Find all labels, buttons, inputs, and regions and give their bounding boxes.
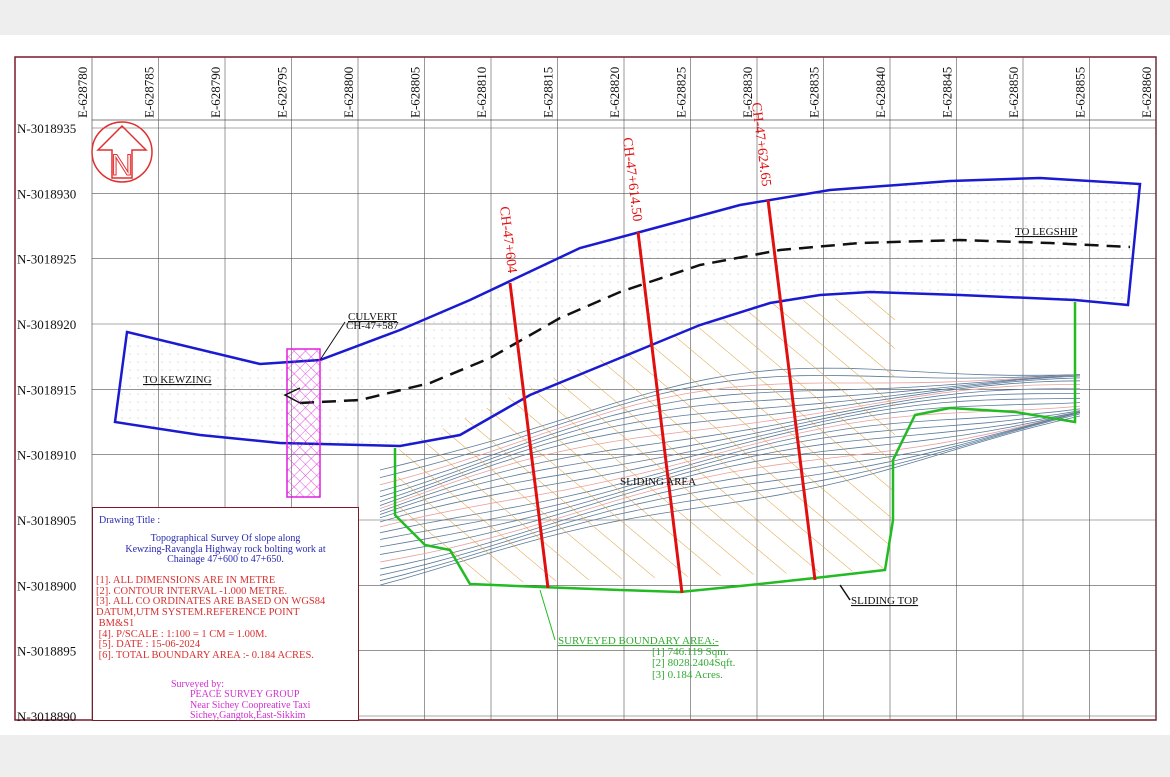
note: BM&S1 [96,617,135,629]
note: [3]. ALL CO ORDINATES ARE BASED ON WGS84 [96,596,326,608]
northing-label: N-3018915 [17,382,76,397]
easting-label: E-628835 [807,67,822,118]
easting-label: E-628855 [1073,67,1088,118]
note: [5]. DATE : 15-06-2024 [96,639,201,651]
title-block: Drawing Title : Topographical Survey Of … [92,507,359,721]
easting-label: E-628780 [75,67,90,118]
easting-label: E-628810 [474,67,489,118]
northing-label: N-3018910 [17,448,76,463]
company-name: PEACE SURVEY GROUP [190,689,300,700]
note: [2]. CONTOUR INTERVAL -1.000 METRE. [96,585,288,597]
note: [1]. ALL DIMENSIONS ARE IN METRE [96,575,276,586]
sliding-area-label: SLIDING AREA [620,476,696,488]
easting-label: E-628825 [674,67,689,118]
easting-label: E-628830 [740,67,755,118]
easting-label: E-628845 [940,67,955,118]
to-legship-label: TO LEGSHIP [1015,226,1077,238]
northing-label: N-3018935 [17,121,76,136]
culvert-label: CULVERT [348,311,397,323]
boundary-area-sqft: [2] 8028.2404Sqft. [652,657,736,669]
note: [4]. P/SCALE : 1:100 = 1 CM = 1.00M. [96,628,268,640]
easting-label: E-628790 [208,67,223,118]
north-label: N [111,149,133,182]
note: [6]. TOTAL BOUNDARY AREA :- 0.184 ACRES. [96,649,314,661]
northing-label: N-3018895 [17,644,76,659]
drawing-sheet: E-628780 E-628785 E-628790 E-628795 E-628800… [0,35,1170,735]
sliding-area-hatch [398,295,895,584]
company-address: Sichey,Gangtok,East-Sikkim [190,710,306,721]
northing-label: N-3018920 [17,317,76,332]
north-arrow: N [91,121,153,183]
boundary-area-sqm: [1] 746.119 Sqm. [652,646,729,658]
sliding-top-label: SLIDING TOP [851,595,918,607]
culvert [286,348,321,498]
surveyed-by-label: Surveyed by: [171,679,225,690]
easting-label: E-628860 [1139,67,1154,118]
to-kewzing-label: TO KEWZING [143,374,212,386]
northing-label: N-3018905 [17,513,76,528]
road-centerline [299,238,1131,405]
easting-label: E-628820 [607,67,622,118]
note: DATUM,UTM SYSTEM.REFERENCE POINT [96,607,300,619]
section-line-2 [636,231,684,594]
northing-label: N-3018925 [17,252,76,267]
surveyed-boundary-line [393,302,1077,594]
culvert-chainage-label: CH-47+587 [346,320,399,332]
company-address: Near Sichey Coopreative Taxi [190,699,311,711]
northing-label: N-3018890 [17,709,76,724]
easting-label: E-628840 [873,67,888,118]
easting-label: E-628850 [1006,67,1021,118]
section-line-1 [508,282,550,589]
easting-label: E-628795 [275,67,290,118]
drawing-title-line: Chainage 47+600 to 47+650. [167,554,284,565]
easting-label: E-628800 [341,67,356,118]
drawing-title-line: Kewzing-Ravangla Highway rock bolting wo… [125,543,326,555]
boundary-area-acres: [3] 0.184 Acres. [652,669,723,681]
northing-label: N-3018930 [17,186,76,201]
boundary-area-title: SURVEYED BOUNDARY AREA:- [558,635,719,647]
easting-label: E-628815 [541,67,556,118]
road-surface [113,176,1142,448]
easting-label: E-628805 [408,67,423,118]
drawing-title-heading: Drawing Title : [99,515,161,526]
drawing-title-line: Topographical Survey Of slope along [150,533,301,544]
section-line-3 [766,199,817,581]
easting-label: E-628785 [142,67,157,118]
northing-label: N-3018900 [17,578,76,593]
